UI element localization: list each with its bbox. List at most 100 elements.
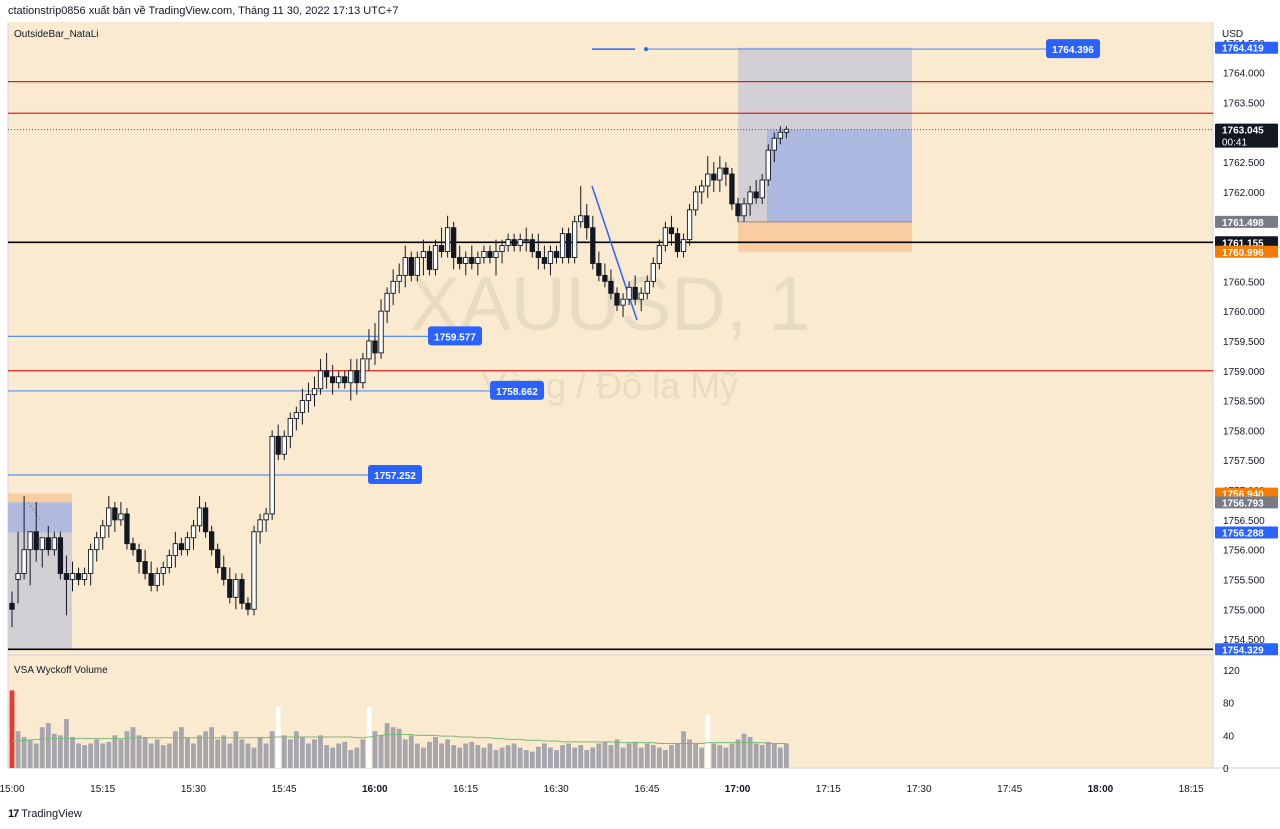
time-tick-label: 17:30 <box>906 784 931 795</box>
candle-body <box>553 251 560 258</box>
candle-body <box>426 251 433 270</box>
volume-bar <box>675 743 680 768</box>
price-axis-badge <box>1215 643 1278 656</box>
price-tick-label: 1755.500 <box>1223 575 1265 586</box>
volume-bar <box>118 739 124 768</box>
volume-bar <box>669 745 674 768</box>
volume-tick-label: 40 <box>1223 731 1235 742</box>
time-tick-label: 17:00 <box>725 784 751 795</box>
candle-body <box>469 257 475 264</box>
level-ray-anchor <box>644 47 648 52</box>
candle-body <box>602 274 608 282</box>
tradingview-logo-icon: 17 <box>8 808 19 820</box>
candle-body <box>100 525 106 539</box>
candle-body <box>15 573 21 580</box>
candle-body <box>783 128 790 133</box>
volume-bar <box>227 743 233 768</box>
volume-bar <box>233 731 239 768</box>
candle-body <box>196 507 203 527</box>
volume-bar <box>100 743 106 768</box>
candle-body <box>348 370 354 384</box>
volume-bar <box>191 743 196 768</box>
candle-body <box>21 549 27 574</box>
price-axis-badge-text: 1756.288 <box>1222 528 1264 539</box>
volume-bar <box>433 736 438 768</box>
volume-bar <box>185 736 190 768</box>
candle-body <box>130 543 136 551</box>
price-tick-label: 1764.000 <box>1223 69 1265 80</box>
candle-body <box>317 370 324 390</box>
candle-body <box>245 602 251 610</box>
candle-body <box>596 263 602 276</box>
volume-bar <box>590 747 596 768</box>
candle-body <box>463 257 469 264</box>
candle-body <box>614 292 620 306</box>
volume-bar <box>51 733 57 768</box>
price-axis-badge-text: 1756.793 <box>1222 498 1264 509</box>
candle-body <box>178 543 185 551</box>
candle-body <box>221 567 227 580</box>
volume-bar <box>281 735 287 768</box>
volume-bar <box>378 735 384 768</box>
price-tick-label: 1758.000 <box>1223 426 1265 437</box>
candle-body <box>729 173 735 205</box>
volume-bar <box>729 743 735 768</box>
candle-body <box>584 215 590 229</box>
candle-body <box>172 543 178 557</box>
volume-bar <box>76 743 81 768</box>
candle-body <box>487 251 493 258</box>
volume-bar <box>445 739 450 768</box>
candle-body <box>293 412 299 419</box>
volume-bar <box>257 736 263 768</box>
volume-bar <box>348 750 354 768</box>
candle-body <box>572 221 578 258</box>
volume-bar <box>15 731 21 768</box>
price-tick-label: 1762.000 <box>1223 188 1265 199</box>
candle-body <box>124 513 130 545</box>
volume-bar <box>354 747 360 768</box>
position-target-zone <box>738 47 912 130</box>
volume-bar <box>142 736 148 768</box>
volume-bar <box>82 745 87 768</box>
candle-body <box>184 537 191 551</box>
candle-body <box>118 513 124 521</box>
volume-bar <box>27 739 33 768</box>
candle-body <box>632 286 638 300</box>
candle-body <box>747 191 753 205</box>
time-tick-label: 15:30 <box>181 784 206 795</box>
candle-body <box>505 239 511 247</box>
indicator-label: OutsideBar_NataLi <box>14 29 99 40</box>
volume-bar <box>542 743 547 768</box>
candle-body <box>735 203 741 217</box>
volume-bar <box>130 727 136 768</box>
candle-body <box>142 561 148 574</box>
candle-body <box>9 602 15 610</box>
volume-bar <box>614 739 620 768</box>
volume-bar <box>602 741 608 768</box>
volume-bar <box>70 736 75 768</box>
candle-body <box>251 531 257 610</box>
candle-body <box>656 245 663 264</box>
position-profit-zone <box>767 129 912 222</box>
time-tick-label: 18:00 <box>1088 784 1114 795</box>
candle-body <box>330 376 336 384</box>
price-tick-label: 1759.000 <box>1223 367 1265 378</box>
candle-body <box>693 191 699 211</box>
candle-body <box>668 227 675 235</box>
price-tick-label: 1760.000 <box>1223 307 1265 318</box>
volume-bar <box>487 743 493 768</box>
volume-bar <box>414 743 420 768</box>
publish-text: ctationstrip0856 xuất bản về TradingView… <box>8 5 399 17</box>
volume-bar <box>58 735 63 768</box>
tradingview-logo[interactable]: 17 TradingView <box>8 808 82 820</box>
price-tick-label: 1762.500 <box>1223 158 1265 169</box>
candle-body <box>305 394 312 402</box>
candle-body <box>336 376 342 384</box>
volume-tick-label: 80 <box>1223 699 1235 710</box>
price-tick-label: 1760.500 <box>1223 277 1265 288</box>
price-axis-badge <box>1215 245 1278 258</box>
candle-body <box>94 537 100 551</box>
position-stop-zone <box>738 221 912 252</box>
price-axis-badge-text: 1754.329 <box>1222 645 1264 656</box>
